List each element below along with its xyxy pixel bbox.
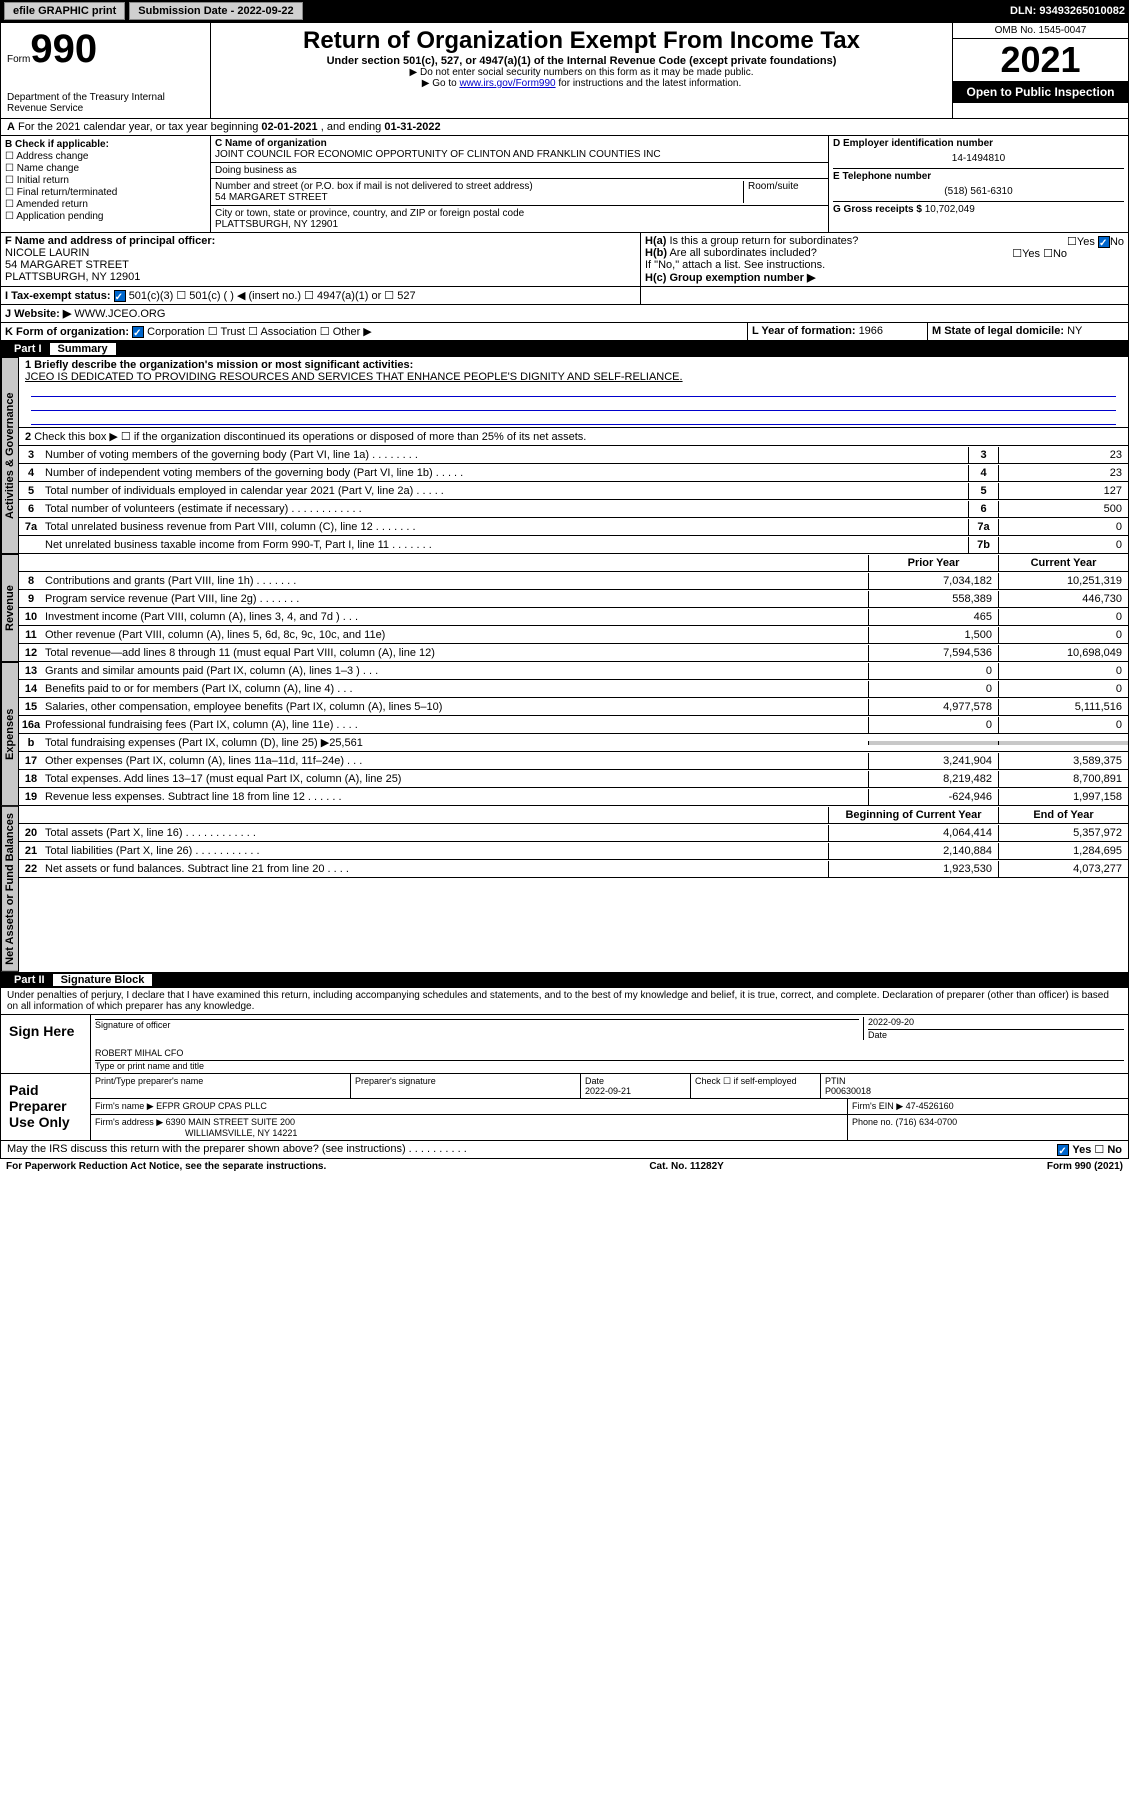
summary-row: 3Number of voting members of the governi… (19, 446, 1128, 464)
submission-date-button[interactable]: Submission Date - 2022-09-22 (129, 2, 302, 20)
efile-button[interactable]: efile GRAPHIC print (4, 2, 125, 20)
sig-officer-label: Signature of officer (95, 1020, 170, 1030)
box-c-street: Number and street (or P.O. box if mail i… (211, 179, 828, 206)
part1-header: Part I Summary (0, 341, 1129, 357)
firm-ein: Firm's EIN ▶ 47-4526160 (848, 1099, 1128, 1114)
box-m: M State of legal domicile: NY (928, 323, 1128, 340)
form-title: Return of Organization Exempt From Incom… (215, 27, 948, 55)
checkbox-item[interactable]: ☐ Application pending (5, 211, 206, 222)
sig-date: 2022-09-20 (868, 1017, 914, 1027)
checkbox-item[interactable]: ☐ Amended return (5, 199, 206, 210)
form-header: Form990 Department of the Treasury Inter… (0, 22, 1129, 119)
q1: 1 Briefly describe the organization's mi… (19, 357, 1128, 428)
section-revenue: Revenue (1, 554, 19, 662)
summary-row: 13Grants and similar amounts paid (Part … (19, 662, 1128, 680)
firm-phone: Phone no. (716) 634-0700 (848, 1115, 1128, 1140)
box-c-dba: Doing business as (211, 163, 828, 179)
box-i: I Tax-exempt status: ✓ 501(c)(3) ☐ 501(c… (1, 287, 641, 304)
line-a: A For the 2021 calendar year, or tax yea… (0, 119, 1129, 136)
checkbox-item[interactable]: ☐ Address change (5, 151, 206, 162)
dept-label: Department of the Treasury Internal Reve… (7, 92, 204, 114)
officer-name: ROBERT MIHAL CFO (95, 1048, 183, 1058)
prep-sig-label: Preparer's signature (351, 1074, 581, 1098)
part2-header: Part II Signature Block (0, 972, 1129, 988)
firm-name: Firm's name ▶ EFPR GROUP CPAS PLLC (91, 1099, 848, 1114)
paid-preparer-label: Paid Preparer Use Only (1, 1074, 91, 1140)
box-k: K Form of organization: ✓ Corporation ☐ … (1, 323, 748, 340)
summary-row: 10Investment income (Part VIII, column (… (19, 608, 1128, 626)
summary-row: 14Benefits paid to or for members (Part … (19, 680, 1128, 698)
form-subtitle: Under section 501(c), 527, or 4947(a)(1)… (215, 55, 948, 67)
summary-row: 16aProfessional fundraising fees (Part I… (19, 716, 1128, 734)
sign-here-label: Sign Here (1, 1015, 91, 1073)
date-label: Date (868, 1030, 887, 1040)
form-number: 990 (30, 27, 97, 71)
summary-row: 8Contributions and grants (Part VIII, li… (19, 572, 1128, 590)
summary-row: 12Total revenue—add lines 8 through 11 (… (19, 644, 1128, 662)
checkbox-item[interactable]: ☐ Name change (5, 163, 206, 174)
summary-row: Net unrelated business taxable income fr… (19, 536, 1128, 554)
section-expenses: Expenses (1, 662, 19, 806)
omb-number: OMB No. 1545-0047 (953, 23, 1128, 39)
box-b: B Check if applicable: ☐ Address change☐… (1, 136, 211, 232)
box-j: J Website: ▶ WWW.JCEO.ORG (1, 305, 1128, 322)
summary-row: 15Salaries, other compensation, employee… (19, 698, 1128, 716)
col-prior-year: Prior Year (868, 555, 998, 571)
page-footer: For Paperwork Reduction Act Notice, see … (0, 1159, 1129, 1174)
irs-discuss-row: May the IRS discuss this return with the… (0, 1141, 1129, 1159)
checkbox-item[interactable]: ☐ Initial return (5, 175, 206, 186)
q2: 2 Check this box ▶ ☐ if the organization… (19, 428, 1128, 446)
self-employed-check[interactable]: Check ☐ if self-employed (691, 1074, 821, 1098)
summary-row: 6Total number of volunteers (estimate if… (19, 500, 1128, 518)
box-c-city: City or town, state or province, country… (211, 206, 828, 232)
summary-row: 20Total assets (Part X, line 16) . . . .… (19, 824, 1128, 842)
top-bar: efile GRAPHIC print Submission Date - 20… (0, 0, 1129, 22)
prep-name-label: Print/Type preparer's name (91, 1074, 351, 1098)
col-end-year: End of Year (998, 807, 1128, 823)
summary-row: bTotal fundraising expenses (Part IX, co… (19, 734, 1128, 752)
section-governance: Activities & Governance (1, 357, 19, 554)
firm-address: Firm's address ▶ 6390 MAIN STREET SUITE … (91, 1115, 848, 1140)
section-netassets: Net Assets or Fund Balances (1, 806, 19, 972)
summary-row: 18Total expenses. Add lines 13–17 (must … (19, 770, 1128, 788)
irs-link[interactable]: www.irs.gov/Form990 (459, 78, 555, 89)
summary-row: 7aTotal unrelated business revenue from … (19, 518, 1128, 536)
prep-date: Date2022-09-21 (581, 1074, 691, 1098)
tax-year: 2021 (953, 39, 1128, 81)
ptin: PTINP00630018 (821, 1074, 1128, 1098)
inspection-notice: Open to Public Inspection (953, 81, 1128, 103)
type-name-label: Type or print name and title (95, 1061, 204, 1071)
form-label: Form (7, 54, 30, 65)
summary-row: 19Revenue less expenses. Subtract line 1… (19, 788, 1128, 806)
box-f: F Name and address of principal officer:… (1, 233, 641, 286)
form-note-2: ▶ Go to www.irs.gov/Form990 for instruct… (215, 78, 948, 89)
dln-label: DLN: 93493265010082 (1010, 5, 1125, 17)
col-beginning: Beginning of Current Year (828, 807, 998, 823)
summary-row: 5Total number of individuals employed in… (19, 482, 1128, 500)
summary-row: 17Other expenses (Part IX, column (A), l… (19, 752, 1128, 770)
col-current-year: Current Year (998, 555, 1128, 571)
form-note-1: ▶ Do not enter social security numbers o… (215, 67, 948, 78)
box-h: H(a) Is this a group return for subordin… (641, 233, 1128, 286)
penalty-statement: Under penalties of perjury, I declare th… (0, 988, 1129, 1015)
summary-row: 22Net assets or fund balances. Subtract … (19, 860, 1128, 878)
box-de: D Employer identification number 14-1494… (828, 136, 1128, 232)
summary-row: 4Number of independent voting members of… (19, 464, 1128, 482)
checkbox-item[interactable]: ☐ Final return/terminated (5, 187, 206, 198)
summary-row: 9Program service revenue (Part VIII, lin… (19, 590, 1128, 608)
box-l: L Year of formation: 1966 (748, 323, 928, 340)
summary-row: 21Total liabilities (Part X, line 26) . … (19, 842, 1128, 860)
box-c-name: C Name of organization JOINT COUNCIL FOR… (211, 136, 828, 163)
summary-row: 11Other revenue (Part VIII, column (A), … (19, 626, 1128, 644)
